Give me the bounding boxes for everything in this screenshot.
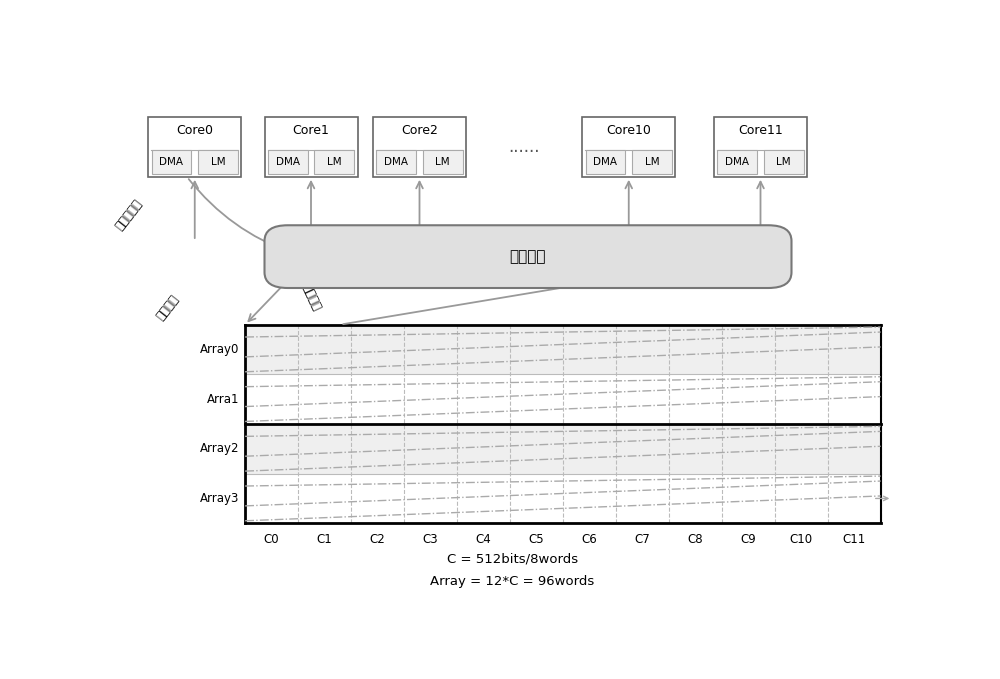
Bar xyxy=(245,374,881,424)
Text: C8: C8 xyxy=(687,533,703,546)
FancyBboxPatch shape xyxy=(632,150,672,175)
Text: DMA: DMA xyxy=(594,158,618,167)
Text: C11: C11 xyxy=(843,533,866,546)
FancyBboxPatch shape xyxy=(376,150,416,175)
Text: Core10: Core10 xyxy=(606,124,651,137)
FancyBboxPatch shape xyxy=(423,150,463,175)
FancyBboxPatch shape xyxy=(198,150,238,175)
Text: C4: C4 xyxy=(476,533,491,546)
Text: Array2: Array2 xyxy=(199,442,239,455)
FancyBboxPatch shape xyxy=(314,150,354,175)
Text: Core2: Core2 xyxy=(401,124,438,137)
Text: C5: C5 xyxy=(529,533,544,546)
FancyBboxPatch shape xyxy=(264,225,792,288)
Text: DMA: DMA xyxy=(276,158,300,167)
FancyBboxPatch shape xyxy=(586,150,625,175)
Text: C10: C10 xyxy=(790,533,813,546)
Text: C1: C1 xyxy=(317,533,332,546)
FancyBboxPatch shape xyxy=(373,117,466,177)
Text: C0: C0 xyxy=(264,533,279,546)
Text: Core1: Core1 xyxy=(293,124,329,137)
Text: LM: LM xyxy=(327,158,342,167)
Text: C7: C7 xyxy=(634,533,650,546)
FancyBboxPatch shape xyxy=(268,150,308,175)
Bar xyxy=(245,424,881,474)
Text: Array3: Array3 xyxy=(200,492,239,505)
Text: C = 512bits/8words
Array = 12*C = 96words: C = 512bits/8words Array = 12*C = 96word… xyxy=(430,553,595,588)
Text: ......: ...... xyxy=(508,138,540,156)
Text: C3: C3 xyxy=(423,533,438,546)
Text: DMA: DMA xyxy=(725,158,749,167)
Text: Core0: Core0 xyxy=(176,124,213,137)
Text: C9: C9 xyxy=(740,533,756,546)
Text: 读存储器: 读存储器 xyxy=(154,292,181,323)
Text: Array0: Array0 xyxy=(200,343,239,356)
Text: LM: LM xyxy=(645,158,659,167)
Text: DMA: DMA xyxy=(384,158,408,167)
Text: 片上网络: 片上网络 xyxy=(510,249,546,264)
Text: LM: LM xyxy=(211,158,225,167)
FancyBboxPatch shape xyxy=(264,117,358,177)
FancyBboxPatch shape xyxy=(714,117,807,177)
Text: Arra1: Arra1 xyxy=(206,392,239,405)
Text: Core11: Core11 xyxy=(738,124,783,137)
Text: 广播读请求: 广播读请求 xyxy=(113,197,145,233)
FancyBboxPatch shape xyxy=(148,117,241,177)
Bar xyxy=(245,474,881,524)
FancyBboxPatch shape xyxy=(582,117,675,177)
FancyBboxPatch shape xyxy=(152,150,191,175)
Text: DMA: DMA xyxy=(160,158,184,167)
Bar xyxy=(245,325,881,374)
Text: C2: C2 xyxy=(370,533,385,546)
FancyBboxPatch shape xyxy=(764,150,804,175)
Text: 回返数据: 回返数据 xyxy=(299,282,323,312)
Text: LM: LM xyxy=(776,158,791,167)
Text: LM: LM xyxy=(435,158,450,167)
Text: C6: C6 xyxy=(581,533,597,546)
FancyBboxPatch shape xyxy=(717,150,757,175)
